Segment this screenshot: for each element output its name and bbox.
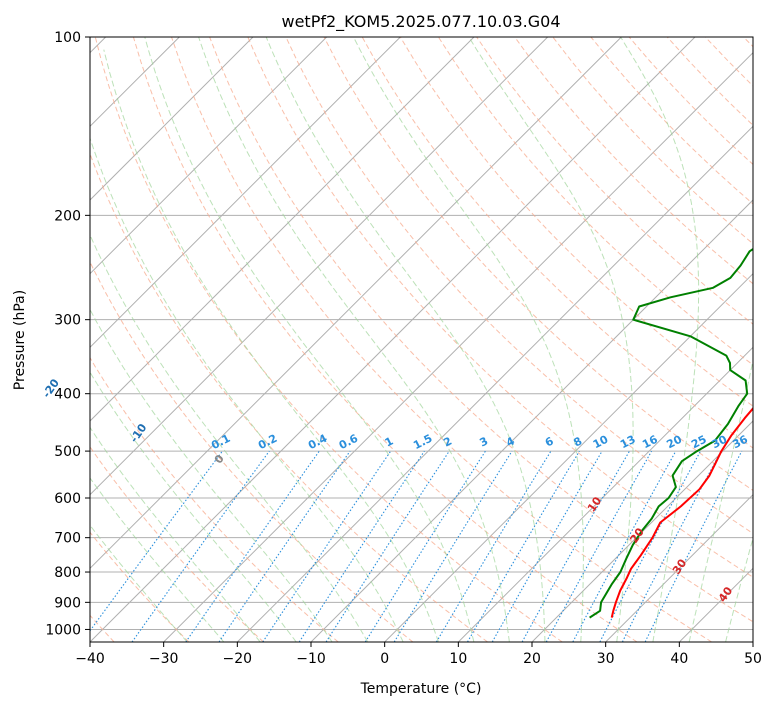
mixing-ratio-label: 36 (730, 433, 750, 452)
moist-adiabat-line (90, 233, 369, 642)
y-tick-label: 700 (54, 531, 81, 547)
moist-adiabat-line (90, 426, 261, 642)
dry-adiabat-line (171, 37, 712, 642)
mixing-ratio-line (644, 450, 743, 642)
profile-lines (589, 247, 753, 619)
plot-frame (89, 36, 754, 643)
dry-adiabat-line (437, 37, 753, 366)
mixing-ratio-label: 10 (591, 433, 611, 452)
x-tick-label: 20 (523, 651, 541, 667)
isotherm-line (605, 493, 753, 642)
moist-adiabat-line (103, 49, 439, 642)
mixing-ratio-line (90, 450, 223, 632)
dry-adiabat-line (90, 260, 414, 642)
dry-adiabat-line (90, 531, 190, 642)
moist-adiabat-line (468, 37, 634, 642)
temperature-profile-line (610, 406, 753, 618)
mixing-ratio-label: 13 (618, 433, 638, 452)
x-tick-label: −40 (75, 651, 105, 667)
mixing-ratio-label: 25 (689, 433, 709, 452)
x-tick-label: 10 (449, 651, 467, 667)
dry-adiabat-line (209, 37, 753, 623)
moist-adiabat-line (90, 136, 404, 642)
moist-adiabat-line (688, 358, 753, 642)
moist-adiabat-line (90, 371, 297, 642)
isotherm-line (90, 37, 254, 201)
y-tick-label: 400 (54, 387, 81, 403)
mixing-ratio-line (298, 450, 425, 642)
y-tick-label: 600 (54, 491, 81, 507)
dry-adiabat-line (514, 37, 753, 285)
x-tick-label: −10 (296, 651, 326, 667)
y-tick-label: 500 (54, 444, 81, 460)
y-tick-label: 900 (54, 595, 81, 611)
y-tick-label: 300 (54, 313, 81, 329)
isotherm-line (90, 37, 328, 275)
mixing-ratio-line (131, 450, 270, 642)
dry-adiabat-line (399, 37, 753, 407)
mixing-ratio-line (572, 450, 677, 642)
dry-adiabat-line (323, 37, 753, 491)
moist-adiabat-line (353, 37, 584, 642)
moist-adiabat-line (265, 37, 546, 642)
dewpoint-profile-line (589, 247, 753, 619)
moist-adiabat-line (90, 524, 188, 642)
isotherm-line (457, 346, 753, 642)
dry-adiabat-line (90, 152, 488, 642)
x-tick-label: 0 (380, 651, 389, 667)
mixing-ratio-line (599, 450, 701, 642)
chart-title: wetPf2_KOM5.2025.077.10.03.G04 (281, 12, 560, 32)
dry-adiabat-line (285, 37, 753, 535)
x-tick-label: 30 (597, 651, 615, 667)
background-lines (90, 37, 753, 642)
x-axis-label: Temperature (°C) (360, 681, 482, 697)
isotherm-line (236, 125, 753, 642)
isotherm-line (163, 51, 753, 642)
x-tick-label: 40 (670, 651, 688, 667)
y-tick-label: 200 (54, 208, 81, 224)
mixing-ratio-line (185, 450, 320, 642)
y-tick-label: 800 (54, 565, 81, 581)
axis-ticks: −40 −30 −20 −10 0 10 20 30 40 50 100 200 300 400 500 60… (45, 30, 762, 667)
y-axis-label: Pressure (hPa) (12, 290, 28, 390)
dry-adiabat-line (247, 37, 753, 578)
mixing-ratio-line (621, 450, 722, 642)
isotherm-line (90, 37, 401, 349)
mixing-ratio-line (218, 450, 351, 642)
mixing-ratio-line (262, 450, 392, 642)
mixing-ratio-line (393, 450, 513, 642)
moist-adiabat-line (90, 308, 333, 642)
isotherm-line (531, 420, 753, 642)
isotherm-line (90, 37, 549, 496)
dry-adiabat-line (361, 37, 753, 449)
x-tick-label: 50 (744, 651, 762, 667)
mixing-ratio-line (521, 450, 630, 642)
mixing-ratio-label: 30 (710, 433, 730, 452)
y-tick-label: 1000 (45, 622, 81, 638)
mixing-ratio-label: 16 (640, 433, 660, 452)
x-tick-label: −20 (223, 651, 253, 667)
mixing-ratio-line (435, 450, 552, 642)
mixing-ratio-line (545, 450, 653, 642)
dry-adiabat-line (94, 37, 563, 642)
moist-adiabat-line (90, 477, 225, 642)
y-tick-label: 100 (54, 30, 81, 46)
x-tick-label: −30 (149, 651, 179, 667)
mixing-ratio-label: 20 (664, 433, 684, 452)
dry-adiabat-line (90, 356, 339, 642)
isotherm-line (90, 37, 475, 422)
isotherm-line (90, 37, 622, 570)
moist-adiabat-line (144, 37, 475, 642)
mixing-ratio-line (364, 450, 486, 642)
moist-adiabat-line (620, 37, 700, 642)
isotherm-line (90, 37, 696, 642)
isotherm-line (384, 272, 753, 642)
moist-adiabat-line (198, 37, 510, 642)
mixing-ratio-line (325, 450, 450, 642)
dry-adiabat-line (132, 37, 638, 642)
dry-adiabat-line (90, 446, 264, 642)
